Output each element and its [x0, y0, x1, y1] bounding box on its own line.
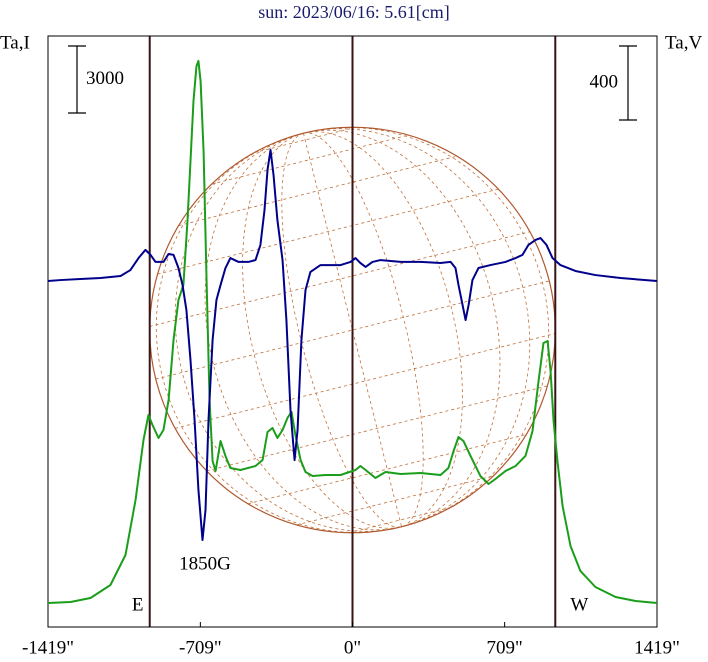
x-tick-label: -1419" [22, 637, 74, 658]
x-tick-label: 1419" [634, 637, 680, 658]
parallel [157, 188, 499, 275]
scale-bar-label: 400 [590, 71, 619, 92]
x-tick-label: -709" [179, 637, 222, 658]
y-axis-label: Ta,I [0, 32, 30, 53]
meridian [242, 132, 402, 529]
chart-title: sun: 2023/06/16: 5.61[cm] [258, 2, 450, 22]
parallel [206, 385, 548, 472]
x-tick-label: 0" [344, 637, 361, 658]
limb-label: E [132, 594, 144, 615]
meridian [303, 131, 463, 528]
scale-bar-label: 3000 [86, 68, 124, 89]
parallel [149, 231, 530, 327]
parallel [296, 475, 494, 526]
limb-label: W [570, 594, 588, 615]
meridian [204, 132, 402, 531]
data-line [47, 148, 658, 542]
x-tick-label: 709" [487, 637, 523, 658]
annotation: 1850G [179, 553, 231, 574]
parallel [155, 280, 550, 380]
meridian [303, 129, 501, 528]
meridian [303, 128, 531, 528]
meridian [174, 132, 402, 532]
meridian [303, 132, 424, 528]
data-line [47, 59, 658, 604]
parallel [211, 134, 409, 185]
parallel [175, 333, 556, 429]
meridian [303, 133, 402, 527]
y2-axis-label: Ta,V [665, 32, 702, 53]
